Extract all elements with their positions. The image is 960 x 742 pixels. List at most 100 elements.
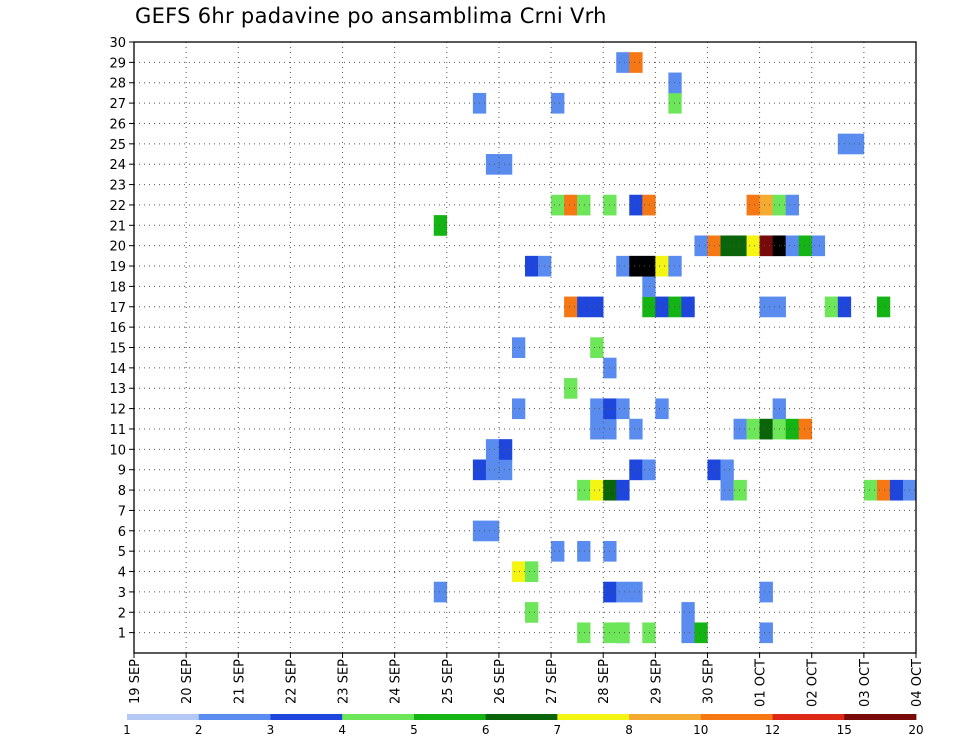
legend-swatch: [342, 714, 415, 720]
heatmap-cell: [746, 418, 760, 440]
heatmap-cell: [629, 52, 643, 73]
x-tick-label: 26 SEP: [493, 659, 508, 704]
heatmap-cell: [642, 622, 656, 644]
y-tick-label: 29: [109, 56, 126, 71]
heatmap-cell: [577, 194, 591, 216]
heatmap-cell: [498, 439, 513, 460]
x-tick-label: 01 OCT: [754, 659, 769, 707]
heatmap-cell: [577, 479, 591, 501]
heatmap-cell: [876, 479, 891, 501]
heatmap-cell: [485, 459, 500, 481]
legend-label: 2: [195, 723, 203, 737]
heatmap-cell: [720, 479, 734, 501]
y-tick-label: 28: [109, 77, 126, 92]
y-tick-label: 13: [109, 382, 126, 397]
legend-swatch: [700, 714, 773, 720]
legend-swatch: [557, 714, 630, 720]
heatmap-cell: [694, 235, 708, 257]
legend-swatch: [127, 714, 200, 720]
heatmap-cell: [668, 255, 682, 277]
y-tick-label: 25: [109, 138, 126, 153]
heatmap-cell: [525, 561, 539, 583]
y-tick-label: 22: [109, 199, 126, 214]
heatmap-cell: [733, 479, 747, 501]
heatmap-cell: [551, 540, 565, 562]
heatmap-cell: [433, 581, 448, 603]
heatmap-cell: [642, 276, 656, 297]
y-tick-label: 10: [109, 443, 126, 458]
heatmap-cell: [616, 52, 630, 73]
legend-label: 6: [482, 723, 490, 737]
x-tick-label: 23 SEP: [337, 659, 352, 704]
legend-swatch: [198, 714, 271, 720]
y-tick-label: 14: [109, 362, 126, 377]
heatmap-cell: [759, 418, 773, 440]
heatmap-cell: [616, 479, 630, 501]
y-tick-label: 21: [109, 219, 126, 234]
legend-swatch: [772, 714, 845, 720]
heatmap-cell: [655, 296, 669, 318]
legend-swatch: [485, 714, 558, 720]
legend-label: 10: [693, 723, 708, 737]
heatmap-cell: [785, 235, 799, 257]
heatmap-cell: [629, 418, 643, 440]
y-tick-label: 18: [109, 280, 126, 295]
heatmap-cell: [590, 398, 604, 420]
heatmap-cell: [759, 296, 773, 318]
y-tick-label: 7: [118, 504, 126, 519]
y-tick-label: 12: [109, 403, 126, 418]
y-tick-label: 4: [118, 566, 126, 581]
heatmap-cell: [720, 235, 734, 257]
heatmap-cell: [850, 133, 865, 155]
heatmap-cell: [616, 398, 630, 420]
heatmap-cell: [759, 194, 773, 216]
legend-swatch: [844, 714, 917, 720]
heatmap-cell: [590, 418, 604, 440]
heatmap-cell: [642, 255, 656, 277]
heatmap-cell: [590, 337, 604, 358]
heatmap-cell: [798, 418, 813, 440]
legend-label: 5: [410, 723, 418, 737]
x-tick-label: 30 SEP: [701, 659, 716, 704]
legend-label: 4: [338, 723, 346, 737]
y-tick-label: 8: [118, 484, 126, 499]
heatmap-cell: [668, 72, 682, 94]
heatmap-cell: [577, 540, 591, 562]
heatmap-cell: [824, 296, 839, 318]
legend-label: 1: [123, 723, 131, 737]
chart-title: GEFS 6hr padavine po ansamblima Crni Vrh: [135, 4, 607, 28]
heatmap-cell: [629, 194, 643, 216]
heatmap-cell: [668, 92, 682, 114]
heatmap-cell: [694, 622, 708, 644]
heatmap-cell: [642, 194, 656, 216]
heatmap-cell: [746, 194, 760, 216]
heatmap-cell: [759, 581, 773, 603]
heatmap-cell: [811, 235, 826, 257]
heatmap-cell: [616, 255, 630, 277]
heatmap-cell: [889, 479, 904, 501]
x-tick-label: 24 SEP: [389, 659, 404, 704]
x-tick-label: 28 SEP: [597, 659, 612, 704]
heatmap-cell: [759, 235, 773, 257]
heatmap-cell: [642, 459, 656, 481]
heatmap-cell: [577, 296, 591, 318]
heatmap-cell: [629, 581, 643, 603]
y-tick-label: 11: [109, 423, 126, 438]
y-tick-label: 19: [109, 260, 126, 275]
heatmap-cell: [876, 296, 891, 318]
heatmap-cell: [511, 561, 526, 583]
heatmap-cell: [681, 622, 695, 644]
y-tick-label: 17: [109, 301, 126, 316]
y-tick-label: 30: [109, 36, 126, 51]
x-tick-label: 27 SEP: [545, 659, 560, 704]
y-tick-label: 6: [118, 525, 126, 540]
heatmap-cell: [525, 255, 539, 277]
heatmap-cell: [564, 378, 578, 399]
y-tick-label: 2: [118, 606, 126, 621]
heatmap-cell: [511, 337, 526, 358]
y-tick-label: 27: [109, 97, 126, 112]
legend-label: 7: [554, 723, 562, 737]
x-tick-label: 02 OCT: [806, 659, 821, 707]
y-tick-label: 23: [109, 179, 126, 194]
heatmap-cell: [642, 296, 656, 318]
